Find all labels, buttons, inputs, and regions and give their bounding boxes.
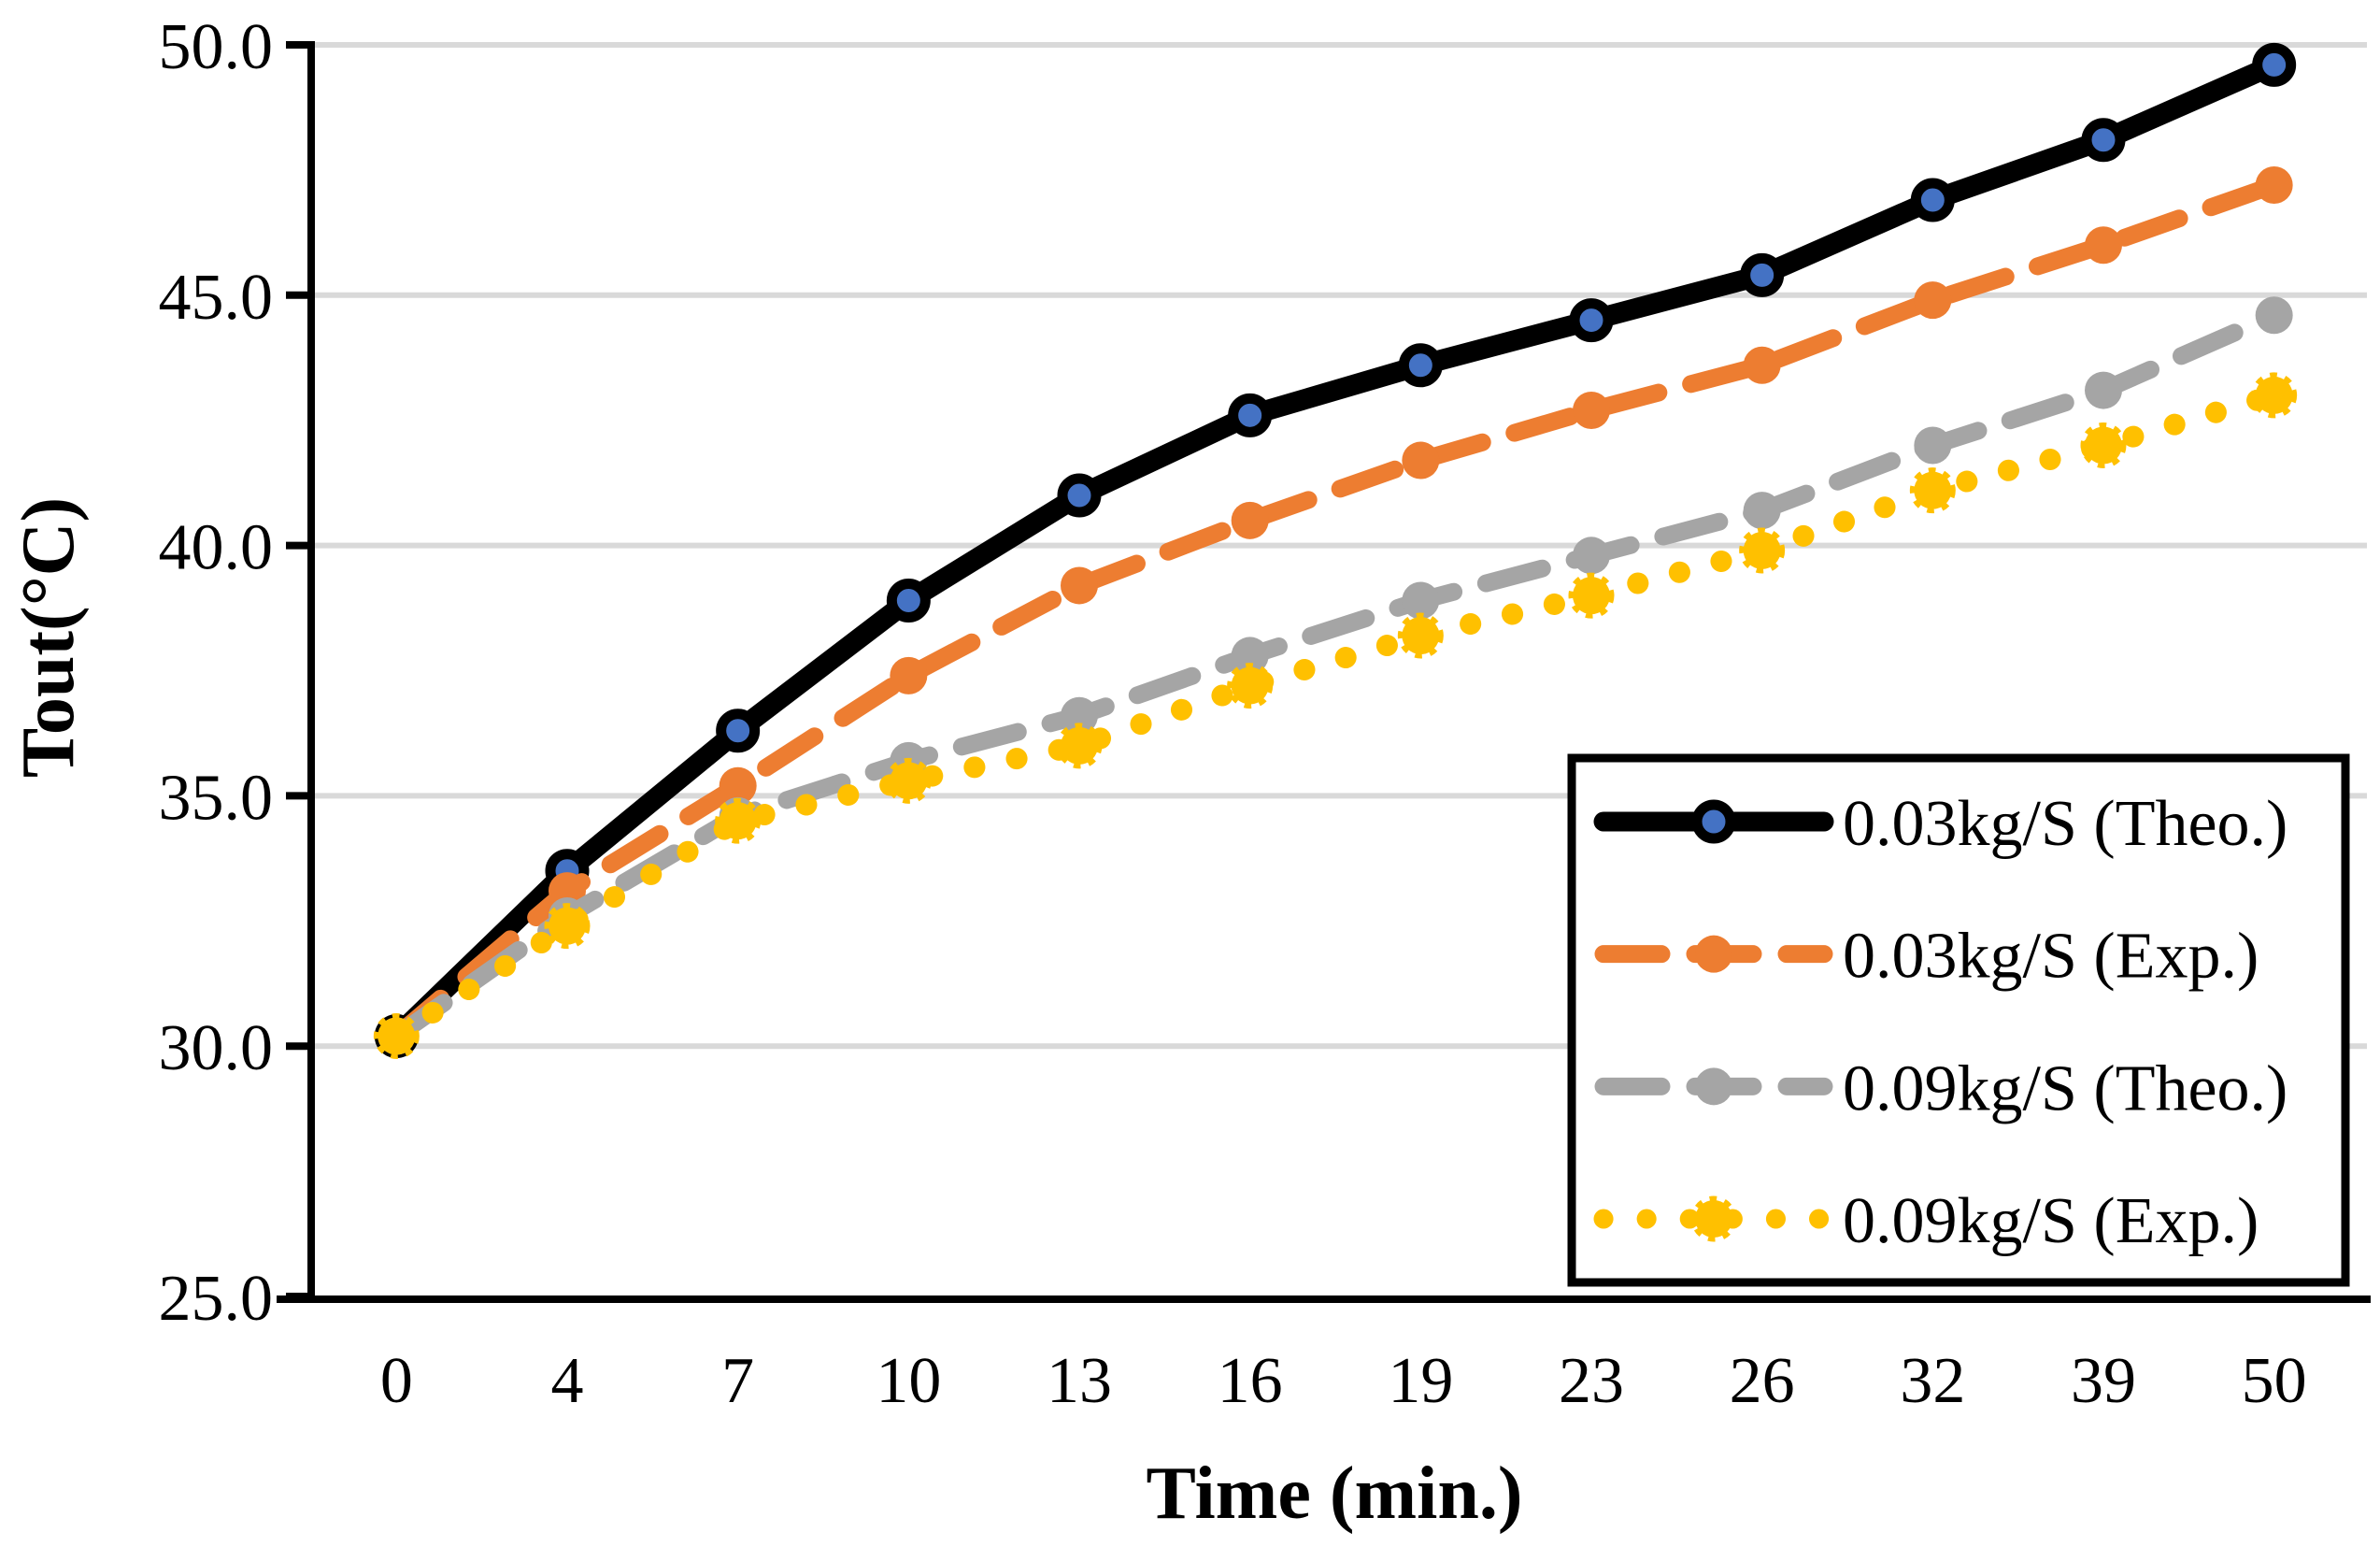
data-point-marker	[1057, 473, 1102, 518]
data-point-marker	[2255, 296, 2293, 335]
x-axis-tick-labels: 0 4 7 10 13 16 19 23 26 32 39 50	[380, 1345, 2307, 1417]
data-point-marker	[1914, 281, 1952, 320]
data-point-marker	[1691, 799, 1736, 844]
data-point-marker	[1695, 935, 1732, 973]
data-point-marker	[1690, 1195, 1737, 1242]
y-tick-label: 30.0	[159, 1012, 274, 1084]
data-point-marker	[1743, 492, 1781, 530]
legend-item-0.03kg/S (Theo.): 0.03kg/S (Theo.)	[1593, 788, 2287, 860]
y-axis-title: Tout(°C)	[7, 497, 90, 778]
legend: 0.03kg/S (Theo.) 0.03kg/S (Exp.) 0.09kg/S …	[1567, 753, 2350, 1287]
x-tick-label: 32	[1900, 1345, 1965, 1417]
data-point-marker	[1909, 467, 1956, 514]
data-point-marker	[544, 903, 591, 950]
legend-label: 0.09kg/S (Theo.)	[1843, 1052, 2287, 1124]
x-tick-label: 13	[1047, 1345, 1112, 1417]
data-point-marker	[1397, 612, 1444, 659]
data-point-marker	[373, 1012, 420, 1059]
x-tick-label: 10	[876, 1345, 941, 1417]
data-point-marker	[1910, 178, 1955, 222]
data-point-marker	[1695, 1067, 1732, 1106]
data-point-marker	[885, 757, 932, 804]
series-lines	[373, 42, 2298, 1059]
data-point-marker	[2252, 42, 2297, 87]
data-point-marker	[719, 766, 757, 805]
data-point-marker	[2085, 371, 2122, 409]
data-point-marker	[1398, 343, 1443, 388]
axes	[277, 41, 2371, 1303]
data-point-marker	[715, 797, 762, 844]
x-tick-label: 16	[1218, 1345, 1283, 1417]
y-tick-label: 45.0	[159, 262, 274, 334]
data-point-marker	[716, 709, 761, 753]
series-0.03kg/S (Exp.)	[378, 165, 2293, 1055]
data-point-marker	[1573, 391, 1610, 429]
data-point-marker	[2085, 226, 2122, 265]
series-line	[387, 176, 2284, 1045]
data-point-marker	[1568, 572, 1615, 619]
data-point-marker	[890, 656, 928, 694]
y-tick-label: 40.0	[159, 512, 274, 584]
data-point-marker	[1061, 566, 1098, 605]
data-point-marker	[1402, 581, 1440, 620]
legend-item-0.09kg/S (Exp.): 0.09kg/S (Exp.)	[1593, 1185, 2259, 1257]
legend-label: 0.03kg/S (Theo.)	[1843, 788, 2287, 860]
x-tick-label: 26	[1730, 1345, 1795, 1417]
legend-label: 0.09kg/S (Exp.)	[1843, 1185, 2259, 1257]
data-point-marker	[2251, 372, 2298, 419]
y-tick-label: 50.0	[159, 11, 274, 83]
legend-box	[1567, 753, 2350, 1287]
data-point-marker	[1569, 298, 1614, 343]
data-point-marker	[1740, 252, 1785, 297]
x-tick-label: 0	[380, 1345, 413, 1417]
data-point-marker	[1056, 723, 1103, 769]
x-tick-label: 19	[1388, 1345, 1453, 1417]
x-tick-label: 4	[551, 1345, 584, 1417]
data-point-marker	[1231, 501, 1269, 539]
series-line	[386, 54, 2285, 1047]
legend-label: 0.03kg/S (Exp.)	[1843, 921, 2259, 993]
legend-item-0.09kg/S (Theo.): 0.09kg/S (Theo.)	[1594, 1052, 2287, 1124]
series-line	[385, 384, 2286, 1047]
data-point-marker	[1573, 537, 1610, 575]
data-point-marker	[886, 579, 931, 623]
data-point-marker	[1231, 637, 1269, 675]
data-point-marker	[2080, 422, 2127, 468]
series-0.03kg/S (Theo.)	[374, 42, 2297, 1058]
data-point-marker	[2081, 118, 2126, 163]
legend-item-0.03kg/S (Exp.): 0.03kg/S (Exp.)	[1594, 921, 2259, 993]
x-tick-label: 7	[721, 1345, 754, 1417]
data-point-marker	[1228, 393, 1273, 437]
data-point-marker	[1914, 426, 1952, 465]
series-0.09kg/S (Exp.)	[373, 372, 2298, 1059]
y-tick-label: 35.0	[159, 762, 274, 834]
data-point-marker	[1402, 441, 1440, 480]
y-axis-tick-labels: 25.0 30.0 35.0 40.0 45.0 50.0	[159, 11, 274, 1335]
x-tick-label: 23	[1559, 1345, 1624, 1417]
x-tick-label: 39	[2071, 1345, 2136, 1417]
x-axis-title: Time (min.)	[1147, 1453, 1523, 1535]
data-point-marker	[1227, 663, 1274, 709]
series-line	[387, 306, 2284, 1045]
data-point-marker	[1743, 346, 1781, 384]
data-point-marker	[1061, 696, 1098, 735]
y-tick-label: 25.0	[159, 1263, 274, 1335]
data-point-marker	[2255, 165, 2293, 204]
x-tick-label: 50	[2242, 1345, 2307, 1417]
data-point-marker	[1739, 527, 1786, 574]
